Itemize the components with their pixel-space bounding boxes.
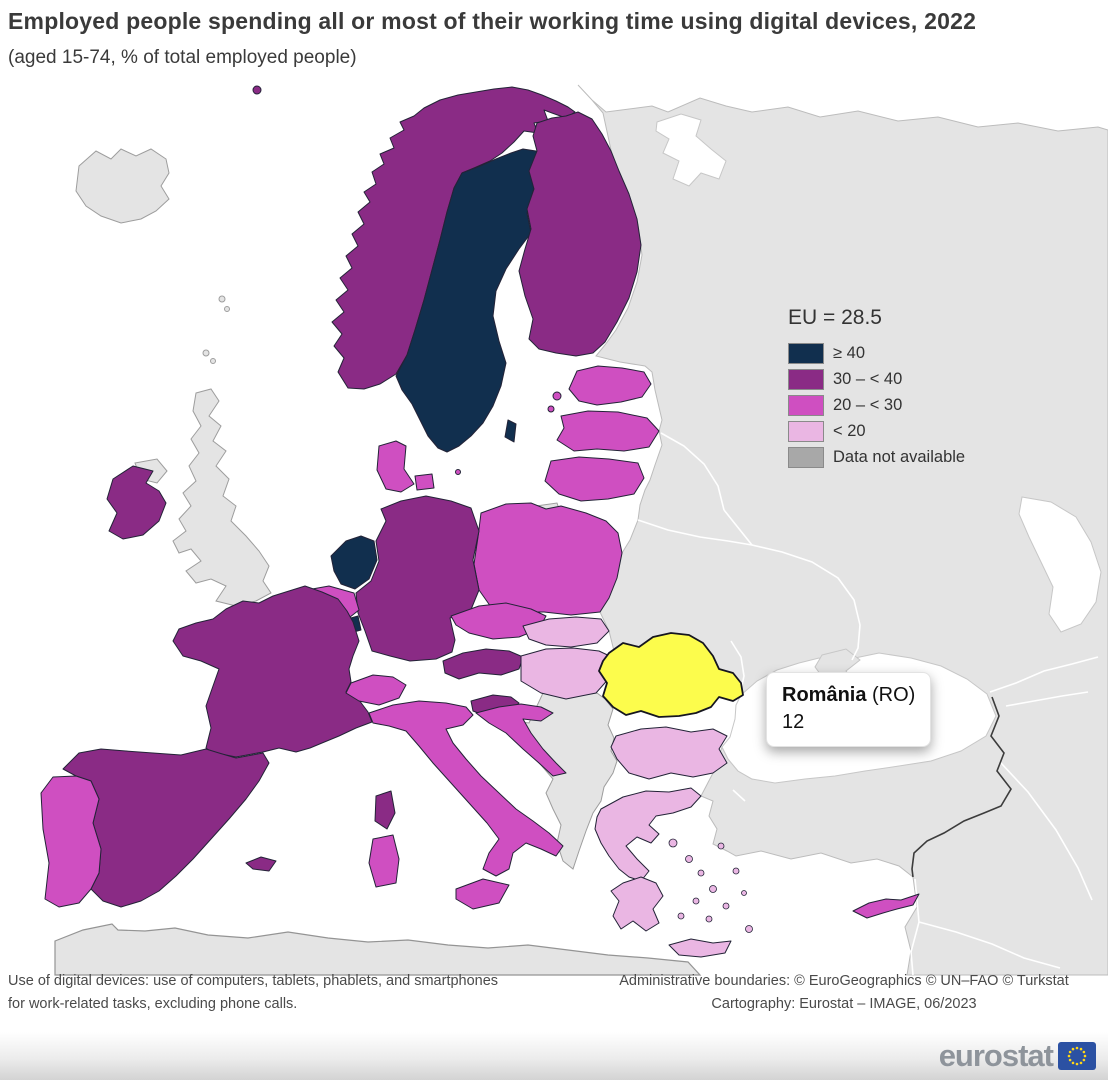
country-finland[interactable] (518, 111, 642, 357)
country-slovakia[interactable] (522, 616, 610, 648)
legend-swatch-lt20 (788, 420, 824, 442)
legend-label: 30 – < 40 (833, 369, 903, 388)
tooltip-country-line: România (RO) (782, 682, 915, 709)
legend-item-na: Data not available (788, 444, 965, 470)
turkey-east-border (911, 696, 1012, 878)
bottom-gradient-band (0, 1032, 1108, 1080)
country-netherlands[interactable] (330, 535, 378, 590)
country-greece[interactable] (594, 787, 702, 882)
shetland-orkney-islands (202, 295, 230, 364)
country-portugal[interactable] (40, 775, 102, 908)
country-poland[interactable] (473, 502, 623, 616)
map-legend: EU = 28.5 ≥ 40 30 – < 40 20 – < 30 < 20 … (788, 306, 965, 470)
legend-item-20-30: 20 – < 30 (788, 392, 965, 418)
danish-islands (414, 473, 435, 491)
country-jan-mayen[interactable] (252, 85, 262, 95)
footnote-copyright: Administrative boundaries: © EuroGeograp… (588, 970, 1100, 1016)
tooltip-country-code: (RO) (866, 684, 916, 706)
country-united-kingdom[interactable] (172, 388, 272, 607)
island-crete[interactable] (668, 938, 732, 958)
legend-swatch-20-30 (788, 394, 824, 416)
island-bornholm (455, 469, 461, 475)
eu-flag-icon (1058, 1042, 1096, 1070)
region-peloponnese[interactable] (610, 876, 664, 932)
page-subtitle: (aged 15-74, % of total employed people) (8, 47, 357, 68)
footnote-boundaries: Administrative boundaries: © EuroGeograp… (619, 973, 1069, 989)
legend-swatch-gte40 (788, 342, 824, 364)
aegean-islands (668, 838, 753, 933)
country-iceland[interactable] (75, 148, 170, 224)
country-romania[interactable] (598, 632, 744, 718)
legend-swatch-na (788, 446, 824, 468)
country-austria[interactable] (442, 648, 524, 680)
footnote-definition-line2: for work-related tasks, excluding phone … (8, 996, 298, 1012)
island-sardinia[interactable] (368, 834, 400, 888)
country-italy[interactable] (368, 700, 564, 877)
legend-item-30-40: 30 – < 40 (788, 366, 965, 392)
country-denmark[interactable] (376, 440, 415, 493)
estonian-islands (547, 391, 562, 413)
islands-balearic[interactable] (245, 856, 277, 872)
white-sea (655, 113, 727, 187)
legend-label: 20 – < 30 (833, 395, 903, 414)
legend-eu-average: EU = 28.5 (788, 306, 882, 329)
legend-item-gte40: ≥ 40 (788, 340, 965, 366)
country-france[interactable] (172, 585, 373, 758)
country-north-africa[interactable] (54, 923, 702, 976)
island-corsica[interactable] (374, 790, 396, 830)
country-tooltip: România (RO) 12 (766, 672, 932, 747)
eurostat-logo-text: eurostat (938, 1038, 1054, 1073)
country-cyprus[interactable] (852, 893, 920, 919)
coloured-countries (40, 85, 920, 958)
country-croatia[interactable] (475, 703, 567, 777)
footnote-definition-line1: Use of digital devices: use of computers… (8, 973, 499, 989)
legend-item-lt20: < 20 (788, 418, 965, 444)
legend-label: Data not available (833, 447, 966, 466)
tooltip-value: 12 (782, 711, 805, 733)
country-bulgaria[interactable] (610, 726, 728, 780)
country-switzerland[interactable] (345, 674, 407, 706)
caspian-sea (1018, 496, 1102, 633)
eurostat-logo: eurostat (939, 1038, 1096, 1074)
country-estonia[interactable] (568, 365, 652, 406)
footnote-cartography: Cartography: Eurostat – IMAGE, 06/2023 (711, 996, 977, 1012)
country-lithuania[interactable] (544, 456, 645, 502)
island-sicily[interactable] (455, 878, 510, 910)
tooltip-country-name: România (782, 684, 867, 706)
country-ireland[interactable] (106, 465, 167, 540)
country-latvia[interactable] (556, 410, 660, 452)
island-gotland[interactable] (504, 419, 517, 443)
title-block: Employed people spending all or most of … (8, 8, 1100, 69)
footnote-definition: Use of digital devices: use of computers… (8, 970, 583, 1016)
legend-label: ≥ 40 (833, 343, 865, 362)
legend-label: < 20 (833, 421, 866, 440)
page-title: Employed people spending all or most of … (8, 8, 977, 34)
legend-swatch-30-40 (788, 368, 824, 390)
country-germany[interactable] (355, 495, 480, 662)
